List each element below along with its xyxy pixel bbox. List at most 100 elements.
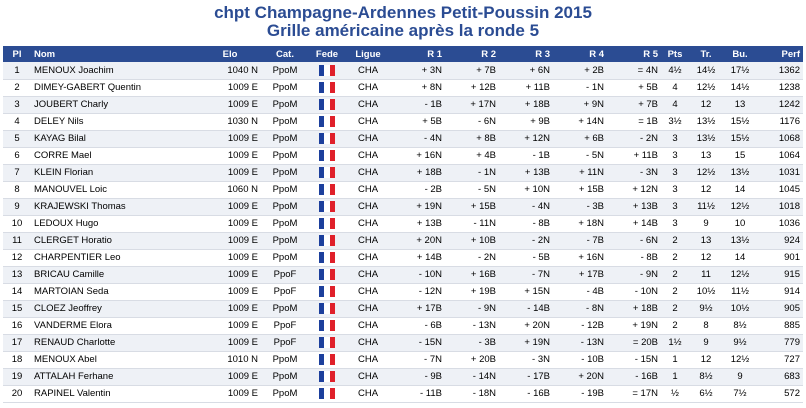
cell-nom: RENAUD Charlotte xyxy=(31,334,199,352)
cell-r3: + 10N xyxy=(499,181,553,199)
col-header-pl[interactable]: Pl xyxy=(12,48,22,60)
cell-r5: - 3N xyxy=(607,164,661,182)
col-header-r3[interactable]: R 3 xyxy=(535,48,550,60)
cell-ligue: CHA xyxy=(345,351,391,369)
cell-bu: 15 xyxy=(723,147,757,165)
cell-r5: = 4N xyxy=(607,62,661,80)
col-header-r5[interactable]: R 5 xyxy=(643,48,658,60)
cell-r3: - 17B xyxy=(499,368,553,386)
cell-ligue: CHA xyxy=(345,266,391,284)
cell-r1: + 17B xyxy=(391,300,445,318)
france-flag-icon xyxy=(319,268,335,280)
col-header-bu[interactable]: Bu. xyxy=(732,48,748,60)
cell-ligue: CHA xyxy=(345,147,391,165)
cell-fede xyxy=(309,198,345,216)
cell-r4: + 11N xyxy=(553,164,607,182)
cell-bu: 8½ xyxy=(723,317,757,335)
cell-pl: 4 xyxy=(3,113,31,131)
cell-tr: 14½ xyxy=(689,62,723,80)
cell-pl: 15 xyxy=(3,300,31,318)
col-header-r4[interactable]: R 4 xyxy=(589,48,604,60)
cell-ligue: CHA xyxy=(345,249,391,267)
page-title: chpt Champagne-Ardennes Petit-Poussin 20… xyxy=(214,3,592,22)
cell-pl: 12 xyxy=(3,249,31,267)
col-header-ligue[interactable]: Ligue xyxy=(355,48,381,60)
cell-r1: - 1B xyxy=(391,96,445,114)
cell-pl: 13 xyxy=(3,266,31,284)
cell-bu: 13 xyxy=(723,96,757,114)
france-flag-icon xyxy=(319,64,335,76)
france-flag-icon xyxy=(319,132,335,144)
cell-r2: - 14N xyxy=(445,368,499,386)
cell-r4: + 17B xyxy=(553,266,607,284)
cell-pts: 3 xyxy=(661,198,689,216)
cell-r3: - 7N xyxy=(499,266,553,284)
cell-r2: + 20B xyxy=(445,351,499,369)
table-row: 5 KAYAG Bilal 1009 E PpoM CHA - 4N + 8B + 12N + … xyxy=(3,130,803,148)
cell-r1: + 5B xyxy=(391,113,445,131)
col-header-r1[interactable]: R 1 xyxy=(427,48,442,60)
cell-cat: PpoM xyxy=(261,62,309,80)
cell-tr: 9 xyxy=(689,334,723,352)
cell-perf: 1018 xyxy=(757,198,803,216)
cell-r3: + 15N xyxy=(499,283,553,301)
col-header-cat[interactable]: Cat. xyxy=(276,48,294,60)
cell-r3: + 11B xyxy=(499,79,553,97)
cell-r5: = 17N xyxy=(607,385,661,403)
cell-r1: + 3N xyxy=(391,62,445,80)
cell-tr: 12 xyxy=(689,96,723,114)
cell-perf: 1238 xyxy=(757,79,803,97)
france-flag-icon xyxy=(319,200,335,212)
cell-bu: 9 xyxy=(723,368,757,386)
cell-elo: 1009 E xyxy=(199,215,261,233)
col-header-fede[interactable]: Fede xyxy=(315,48,339,60)
cell-fede xyxy=(309,368,345,386)
france-flag-icon xyxy=(319,285,335,297)
cell-cat: PpoM xyxy=(261,181,309,199)
cell-r2: + 10B xyxy=(445,232,499,250)
cell-r2: + 4B xyxy=(445,147,499,165)
col-header-nom[interactable]: Nom xyxy=(34,48,56,60)
cell-r2: + 15B xyxy=(445,198,499,216)
cell-fede xyxy=(309,147,345,165)
cell-tr: 8 xyxy=(689,317,723,335)
cell-elo: 1009 E xyxy=(199,385,261,403)
cell-bu: 10 xyxy=(723,215,757,233)
cell-elo: 1009 E xyxy=(199,147,261,165)
cell-r2: - 5N xyxy=(445,181,499,199)
cell-cat: PpoM xyxy=(261,232,309,250)
cell-bu: 14½ xyxy=(723,79,757,97)
cell-tr: 9½ xyxy=(689,300,723,318)
cell-elo: 1009 E xyxy=(199,317,261,335)
cell-nom: RAPINEL Valentin xyxy=(31,385,199,403)
cell-r2: - 18N xyxy=(445,385,499,403)
cell-ligue: CHA xyxy=(345,198,391,216)
col-header-elo[interactable]: Elo xyxy=(222,48,238,60)
col-header-perf[interactable]: Perf xyxy=(781,48,800,60)
cell-ligue: CHA xyxy=(345,96,391,114)
cell-elo: 1009 E xyxy=(199,300,261,318)
cell-bu: 7½ xyxy=(723,385,757,403)
cell-r5: + 13B xyxy=(607,198,661,216)
cell-nom: MENOUX Abel xyxy=(31,351,199,369)
col-header-r2[interactable]: R 2 xyxy=(481,48,496,60)
cell-nom: MARTOIAN Seda xyxy=(31,283,199,301)
cell-ligue: CHA xyxy=(345,79,391,97)
cell-elo: 1009 E xyxy=(199,368,261,386)
col-header-pts[interactable]: Pts xyxy=(667,48,683,60)
cell-elo: 1009 E xyxy=(199,79,261,97)
cell-perf: 1036 xyxy=(757,215,803,233)
cell-pl: 16 xyxy=(3,317,31,335)
cell-elo: 1009 E xyxy=(199,198,261,216)
cell-cat: PpoM xyxy=(261,147,309,165)
cell-r5: + 14B xyxy=(607,215,661,233)
cell-pts: 1½ xyxy=(661,334,689,352)
cell-r5: + 11B xyxy=(607,147,661,165)
cell-r4: - 4B xyxy=(553,283,607,301)
col-header-tr[interactable]: Tr. xyxy=(700,48,712,60)
france-flag-icon xyxy=(319,319,335,331)
cell-nom: MANOUVEL Loic xyxy=(31,181,199,199)
cell-r4: + 2B xyxy=(553,62,607,80)
france-flag-icon xyxy=(319,149,335,161)
cell-bu: 13½ xyxy=(723,164,757,182)
